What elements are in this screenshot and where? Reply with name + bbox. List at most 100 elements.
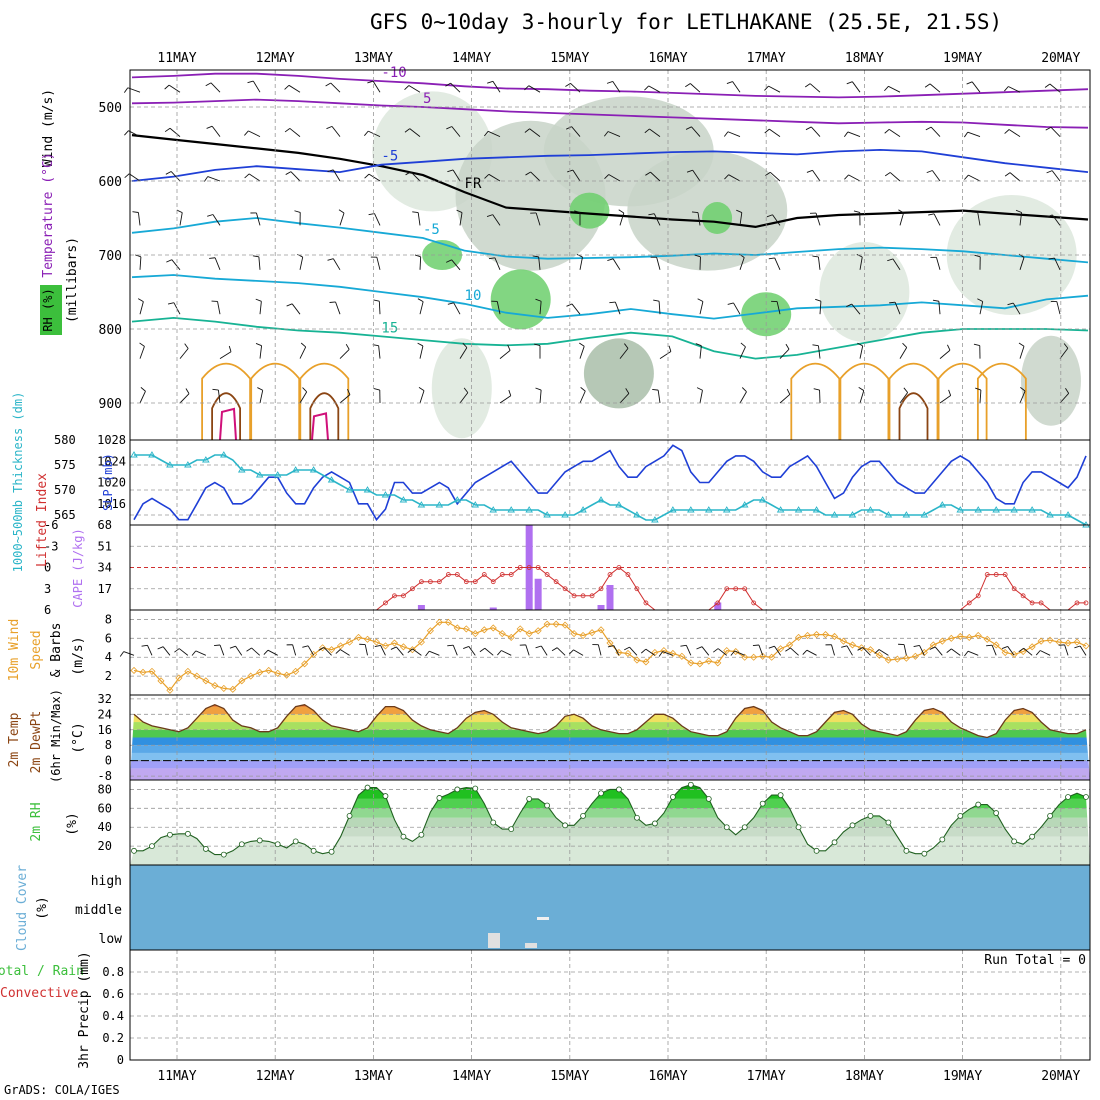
thickness-point [309, 466, 318, 473]
thickness-point [273, 471, 282, 478]
upper-wind-barb [899, 387, 909, 404]
precip-tick-label: 0.6 [102, 987, 124, 1001]
li-point [436, 579, 442, 585]
rh-point [957, 812, 964, 819]
thickness-point [902, 511, 911, 518]
rh-point [1029, 833, 1036, 840]
wind-speed-point [462, 625, 470, 633]
rh-tick-label: 80 [98, 782, 112, 796]
upper-wind-barb [250, 212, 261, 226]
li-point [616, 565, 622, 570]
thickness-point [130, 451, 138, 458]
rh-point [508, 826, 515, 833]
thickness-point [1046, 511, 1054, 518]
thickness-point [1010, 506, 1018, 513]
li-point [562, 586, 568, 592]
thickness-point [938, 501, 947, 508]
precip-tick-label: 0.2 [102, 1031, 124, 1045]
upper-wind-barb [1015, 209, 1023, 226]
li-point [715, 600, 721, 606]
rh-axis-label: RH (%) [41, 288, 55, 331]
rh-band [130, 798, 1090, 809]
wind-speed-point [399, 643, 407, 651]
rh-point [687, 781, 694, 788]
surface-wind-barb [874, 649, 889, 656]
upper-wind-barb [686, 169, 701, 182]
thickness-point [687, 506, 695, 513]
upper-wind-barb [135, 254, 142, 270]
upper-wind-barb [653, 299, 661, 315]
upper-wind-barb [488, 257, 501, 270]
upper-wind-barb [364, 173, 381, 182]
upper-wind-barb [294, 210, 301, 226]
thickness-point [651, 516, 659, 523]
pressure-tick-label: 900 [99, 397, 122, 412]
surface-wind-barb [898, 643, 907, 656]
upper-wind-barb [124, 173, 141, 182]
thickness-point [148, 451, 156, 458]
surface-wind-barb [497, 650, 512, 656]
li-axis-label: Lifted Index [35, 473, 50, 567]
surface-wind-barb [214, 644, 225, 656]
thickness-tick-label: 565 [54, 508, 76, 522]
cloud-level-label: low [99, 932, 123, 947]
thickness-tick-label: 575 [54, 458, 76, 472]
upper-wind-barb [414, 254, 422, 270]
rh-point [1083, 794, 1089, 800]
wind-speed-point [292, 667, 300, 675]
upper-wind-barb [899, 342, 908, 359]
wind-speed-point [139, 668, 147, 676]
wind-axis-label-1: 10m Wind [7, 619, 22, 682]
wind-speed-point [750, 653, 758, 661]
upper-wind-barb [373, 388, 381, 404]
wind-speed-point [947, 634, 955, 642]
rh-point [616, 786, 622, 793]
upper-wind-barb [1059, 388, 1070, 404]
rh-band [130, 817, 1090, 828]
rh-shading [490, 269, 551, 330]
temperature-band [130, 706, 1090, 715]
upper-wind-barb [1018, 342, 1025, 359]
wind-speed-point [902, 654, 910, 662]
surface-wind-barb [640, 648, 656, 656]
wind-tick-label: 4 [105, 650, 112, 664]
wind-speed-point [669, 649, 677, 658]
thickness-point [381, 491, 390, 498]
upper-wind-barb [338, 209, 345, 226]
upper-wind-barb [370, 256, 381, 270]
thickness-point [794, 506, 803, 513]
thickness-point [525, 506, 533, 513]
rh-point [1047, 812, 1053, 819]
wind-speed-point [337, 642, 345, 650]
upper-wind-barb [486, 214, 501, 226]
upper-wind-barb [844, 174, 861, 182]
surface-wind-barb [229, 645, 243, 656]
surface-wind-barb [825, 644, 835, 656]
upper-wind-barb [856, 254, 863, 270]
isotherm-line [131, 217, 1089, 264]
rh-axis-label-2: (%) [65, 812, 80, 835]
li-point [993, 572, 999, 577]
cape-bar [606, 585, 614, 610]
upper-wind-barb [1007, 302, 1021, 315]
thickness-point [166, 461, 174, 468]
upper-wind-barb [284, 128, 301, 137]
li-point [445, 572, 451, 577]
upper-wind-barb [779, 343, 790, 359]
thickness-point [740, 501, 749, 508]
thickness-point [417, 501, 426, 508]
upper-wind-barb [524, 128, 541, 137]
temperature-band [130, 722, 1090, 730]
upper-wind-barb [1048, 257, 1061, 270]
wind-tick-label: 8 [105, 612, 112, 626]
wind-axis-label-2: Speed [29, 630, 44, 669]
wind-speed-point [1037, 637, 1045, 645]
wind-speed-point [363, 635, 372, 643]
upper-wind-barb [853, 210, 861, 226]
wind-speed-point [777, 645, 785, 653]
date-label-top: 14MAY [452, 51, 491, 66]
temp-tick-label: 0 [105, 754, 112, 768]
upper-wind-barb [417, 298, 424, 315]
thickness-point [489, 506, 498, 513]
